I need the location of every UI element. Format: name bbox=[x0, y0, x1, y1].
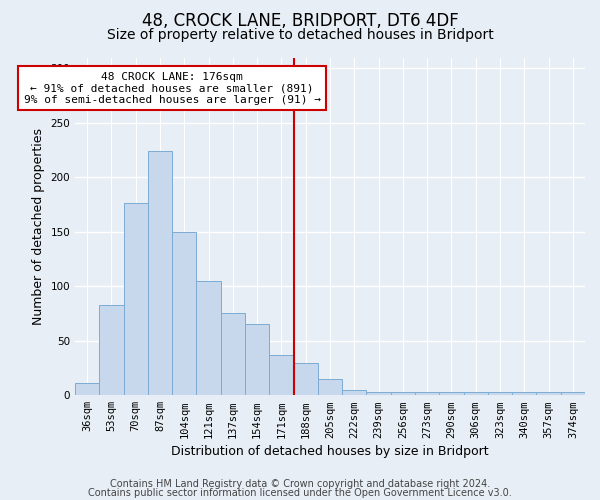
Bar bbox=[245, 324, 269, 395]
Bar bbox=[367, 392, 391, 395]
Bar bbox=[464, 392, 488, 395]
Bar bbox=[221, 314, 245, 395]
Text: Contains public sector information licensed under the Open Government Licence v3: Contains public sector information licen… bbox=[88, 488, 512, 498]
X-axis label: Distribution of detached houses by size in Bridport: Distribution of detached houses by size … bbox=[171, 444, 489, 458]
Bar bbox=[172, 232, 196, 395]
Bar bbox=[196, 281, 221, 395]
Bar bbox=[269, 355, 293, 395]
Bar bbox=[318, 379, 342, 395]
Bar bbox=[415, 392, 439, 395]
Text: 48 CROCK LANE: 176sqm
← 91% of detached houses are smaller (891)
9% of semi-deta: 48 CROCK LANE: 176sqm ← 91% of detached … bbox=[23, 72, 320, 105]
Bar bbox=[439, 392, 464, 395]
Bar bbox=[561, 392, 585, 395]
Bar bbox=[293, 362, 318, 395]
Bar bbox=[342, 390, 367, 395]
Bar bbox=[391, 392, 415, 395]
Bar bbox=[75, 383, 99, 395]
Bar bbox=[488, 392, 512, 395]
Bar bbox=[124, 204, 148, 395]
Bar bbox=[512, 392, 536, 395]
Bar bbox=[148, 151, 172, 395]
Bar bbox=[99, 305, 124, 395]
Y-axis label: Number of detached properties: Number of detached properties bbox=[32, 128, 45, 325]
Text: 48, CROCK LANE, BRIDPORT, DT6 4DF: 48, CROCK LANE, BRIDPORT, DT6 4DF bbox=[142, 12, 458, 30]
Bar bbox=[536, 392, 561, 395]
Text: Contains HM Land Registry data © Crown copyright and database right 2024.: Contains HM Land Registry data © Crown c… bbox=[110, 479, 490, 489]
Text: Size of property relative to detached houses in Bridport: Size of property relative to detached ho… bbox=[107, 28, 493, 42]
